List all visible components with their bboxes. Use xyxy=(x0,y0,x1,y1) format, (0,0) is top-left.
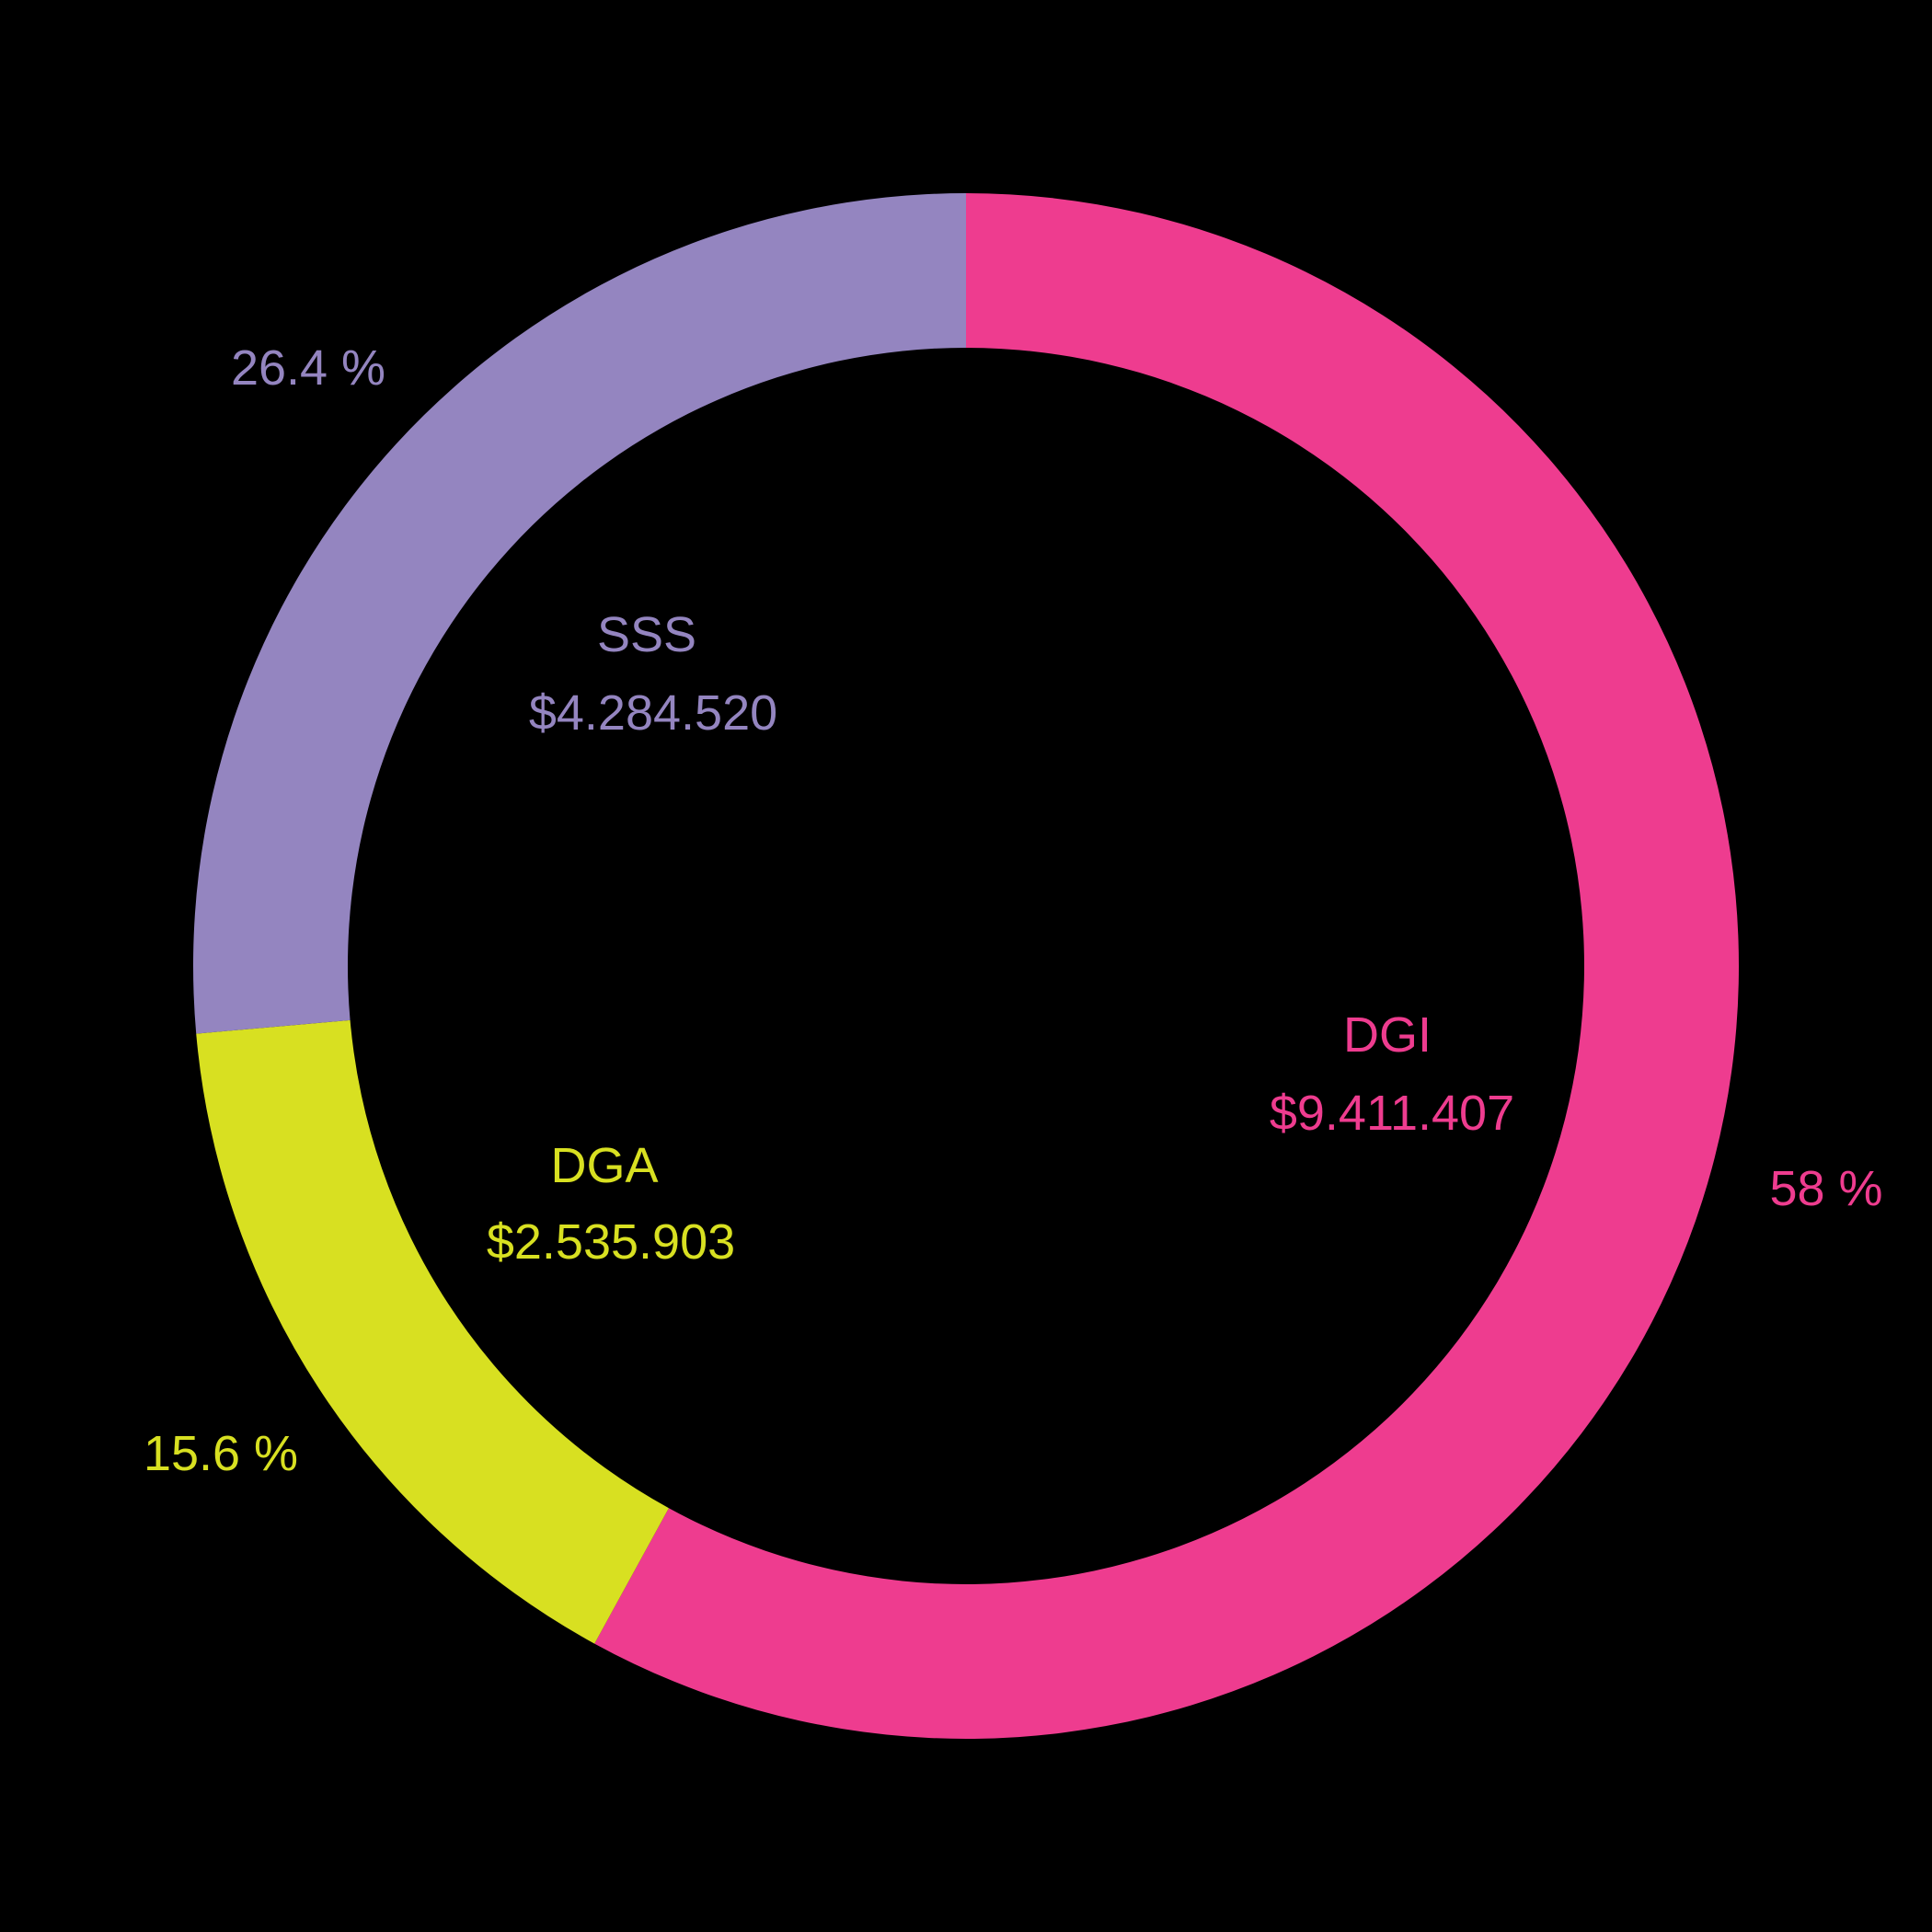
dgi-name-label: DGI xyxy=(1342,1007,1432,1063)
dga-percent-label: 15.6 % xyxy=(143,1426,299,1481)
dgi-value-label: $9.411.407 xyxy=(1269,1086,1515,1141)
slice-dgi xyxy=(594,193,1739,1740)
dga-value-label: $2.535.903 xyxy=(486,1214,736,1270)
dgi-percent-label: 58 % xyxy=(1769,1161,1883,1216)
slice-dga xyxy=(196,1019,669,1644)
slice-sss xyxy=(192,193,966,1034)
sss-value-label: $4.284.520 xyxy=(528,685,778,741)
sss-percent-label: 26.4 % xyxy=(230,340,386,396)
sss-name-label: SSS xyxy=(596,607,697,662)
dga-name-label: DGA xyxy=(550,1138,659,1193)
